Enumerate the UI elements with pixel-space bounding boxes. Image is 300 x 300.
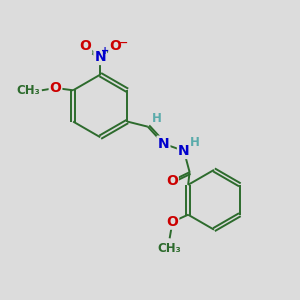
Text: −: − [119, 38, 128, 48]
Text: O: O [167, 215, 178, 229]
Text: O: O [166, 174, 178, 188]
Text: O: O [109, 39, 121, 53]
Text: H: H [190, 136, 200, 149]
Text: H: H [152, 112, 161, 125]
Text: N: N [178, 144, 190, 158]
Text: CH₃: CH₃ [158, 242, 182, 255]
Text: CH₃: CH₃ [17, 84, 40, 97]
Text: O: O [50, 81, 61, 95]
Text: O: O [80, 39, 92, 53]
Text: N: N [94, 50, 106, 64]
Text: N: N [158, 137, 169, 151]
Text: +: + [101, 46, 110, 56]
